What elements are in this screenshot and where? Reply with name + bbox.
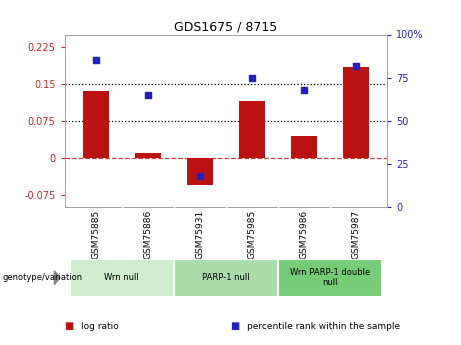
Point bbox=[92, 58, 100, 63]
Point bbox=[144, 92, 152, 98]
Polygon shape bbox=[54, 271, 60, 285]
Text: GSM75885: GSM75885 bbox=[91, 209, 100, 259]
Text: ■: ■ bbox=[65, 321, 74, 331]
Text: Wrn PARP-1 double
null: Wrn PARP-1 double null bbox=[290, 268, 370, 287]
Title: GDS1675 / 8715: GDS1675 / 8715 bbox=[174, 20, 278, 33]
Text: GSM75886: GSM75886 bbox=[143, 209, 152, 259]
Bar bbox=[187, 158, 213, 185]
Bar bbox=[278, 259, 382, 297]
Text: percentile rank within the sample: percentile rank within the sample bbox=[247, 322, 400, 331]
Text: GSM75985: GSM75985 bbox=[248, 209, 256, 259]
Point bbox=[300, 87, 307, 92]
Bar bbox=[83, 91, 109, 158]
Text: ■: ■ bbox=[230, 321, 240, 331]
Bar bbox=[174, 259, 278, 297]
Text: GSM75986: GSM75986 bbox=[300, 209, 308, 259]
Text: genotype/variation: genotype/variation bbox=[2, 273, 83, 282]
Bar bbox=[135, 153, 161, 158]
Bar bbox=[291, 136, 317, 158]
Text: GSM75987: GSM75987 bbox=[351, 209, 361, 259]
Bar bbox=[343, 67, 369, 158]
Text: GSM75931: GSM75931 bbox=[195, 209, 204, 259]
Bar bbox=[70, 259, 174, 297]
Bar bbox=[239, 101, 265, 158]
Text: PARP-1 null: PARP-1 null bbox=[202, 273, 250, 282]
Point bbox=[196, 173, 204, 179]
Point bbox=[248, 75, 255, 80]
Text: log ratio: log ratio bbox=[81, 322, 118, 331]
Text: Wrn null: Wrn null bbox=[105, 273, 139, 282]
Point bbox=[352, 63, 360, 68]
